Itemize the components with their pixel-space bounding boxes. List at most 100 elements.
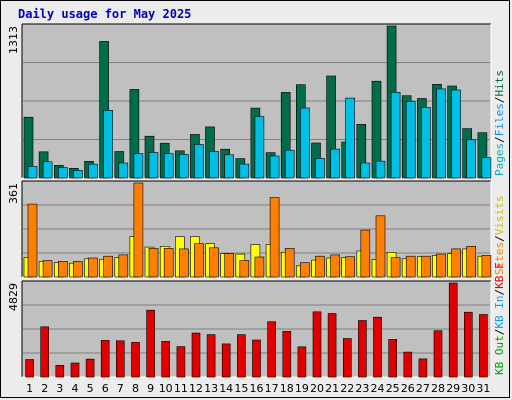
bar-files bbox=[451, 89, 461, 179]
legend-label: KB F bbox=[493, 262, 506, 289]
x-tick-label: 25 bbox=[386, 382, 400, 395]
bar-files bbox=[224, 154, 234, 179]
bar-kb-f bbox=[40, 326, 50, 378]
bar-sites bbox=[163, 248, 174, 278]
bar-sites bbox=[148, 248, 159, 278]
bar-files bbox=[466, 139, 477, 179]
bar-sites bbox=[42, 260, 53, 278]
bar-kb-f bbox=[191, 332, 201, 378]
bar-sites bbox=[436, 253, 446, 278]
bar-kb-f bbox=[433, 330, 443, 378]
x-tick-label: 22 bbox=[340, 382, 354, 395]
x-tick-label: 30 bbox=[461, 382, 475, 395]
legend-label: Hits bbox=[493, 70, 506, 97]
bar-sites bbox=[345, 256, 356, 278]
legend-label: / bbox=[493, 329, 506, 336]
bar-files bbox=[481, 157, 492, 179]
bar-sites bbox=[254, 256, 265, 278]
x-tick-label: 14 bbox=[219, 382, 233, 395]
bar-files bbox=[73, 170, 83, 179]
bar-sites bbox=[481, 255, 492, 278]
y-max-label-visits: 361 bbox=[7, 183, 20, 204]
bar-sites bbox=[239, 260, 250, 278]
x-tick-label: 7 bbox=[117, 382, 124, 395]
bar-kb-f bbox=[252, 339, 261, 378]
bar-sites bbox=[224, 253, 234, 278]
bar-kb-f bbox=[85, 358, 95, 378]
legend-label: Visits bbox=[493, 196, 506, 236]
bar-sites bbox=[73, 261, 83, 278]
x-tick-label: 18 bbox=[280, 382, 294, 395]
x-tick-label: 21 bbox=[325, 382, 339, 395]
bar-files bbox=[390, 92, 401, 179]
bar-kb-f bbox=[388, 339, 398, 378]
x-tick-label: 20 bbox=[310, 382, 324, 395]
bar-files bbox=[315, 158, 325, 179]
bar-kb-f bbox=[282, 330, 292, 378]
x-tick-label: 3 bbox=[56, 382, 63, 395]
bar-kb-f bbox=[116, 340, 125, 378]
bar-sites bbox=[118, 254, 129, 278]
bar-sites bbox=[299, 262, 310, 278]
bar-sites bbox=[57, 261, 68, 278]
bar-files bbox=[284, 149, 295, 179]
x-tick-label: 19 bbox=[295, 382, 309, 395]
x-tick-label: 13 bbox=[204, 382, 218, 395]
bar-sites bbox=[451, 248, 461, 278]
bar-sites bbox=[27, 203, 38, 278]
legend-label: / bbox=[493, 235, 506, 242]
bar-files bbox=[345, 97, 356, 179]
bar-sites bbox=[209, 247, 219, 278]
bar-sites bbox=[405, 255, 416, 278]
legend-label: Files bbox=[493, 103, 506, 136]
bar-kb-f bbox=[448, 282, 458, 378]
bar-files bbox=[118, 162, 129, 179]
bar-sites bbox=[133, 182, 144, 278]
legend-label: KB In bbox=[493, 296, 506, 329]
bar-files bbox=[375, 160, 386, 179]
legend-label: / bbox=[493, 136, 506, 143]
bar-kb-f bbox=[358, 320, 367, 378]
x-tick-label: 17 bbox=[265, 382, 279, 395]
legend-label: / bbox=[493, 289, 506, 296]
bar-files bbox=[194, 144, 204, 179]
bar-kb-f bbox=[373, 316, 382, 378]
bar-files bbox=[330, 148, 340, 179]
x-tick-label: 24 bbox=[371, 382, 385, 395]
x-tick-label: 6 bbox=[102, 382, 109, 395]
bar-files bbox=[436, 88, 446, 179]
bar-kb-f bbox=[131, 342, 140, 378]
bar-kb-f bbox=[55, 364, 65, 378]
bar-files bbox=[103, 110, 113, 179]
bar-files bbox=[405, 101, 416, 179]
bar-sites bbox=[375, 215, 386, 278]
bar-files bbox=[27, 166, 38, 179]
bar-sites bbox=[88, 257, 98, 278]
bar-files bbox=[42, 161, 53, 179]
bar-kb-f bbox=[418, 358, 428, 378]
x-tick-label: 4 bbox=[72, 382, 79, 395]
legend-label: Pages bbox=[493, 143, 506, 176]
bar-kb-f bbox=[70, 362, 80, 378]
bar-sites bbox=[103, 255, 113, 278]
legend-kbytes: KB Out/KB In/KB F bbox=[493, 262, 506, 375]
bar-files bbox=[57, 167, 68, 179]
bar-kb-f bbox=[176, 346, 186, 378]
bar-kb-f bbox=[327, 313, 337, 378]
x-tick-label: 10 bbox=[159, 382, 173, 395]
legend-label: / bbox=[493, 97, 506, 104]
bar-files bbox=[209, 151, 219, 179]
legend-label: Sites bbox=[493, 242, 506, 275]
bar-files bbox=[179, 154, 189, 179]
x-tick-label: 16 bbox=[250, 382, 264, 395]
y-max-label-kbytes: 4829 bbox=[7, 283, 20, 311]
bar-kb-f bbox=[312, 311, 322, 378]
x-tick-label: 31 bbox=[476, 382, 490, 395]
bar-kb-f bbox=[297, 346, 307, 378]
x-tick-label: 9 bbox=[147, 382, 154, 395]
bar-kb-f bbox=[267, 321, 276, 378]
x-tick-label: 11 bbox=[174, 382, 188, 395]
bar-kb-f bbox=[237, 334, 246, 378]
bar-sites bbox=[360, 229, 371, 278]
